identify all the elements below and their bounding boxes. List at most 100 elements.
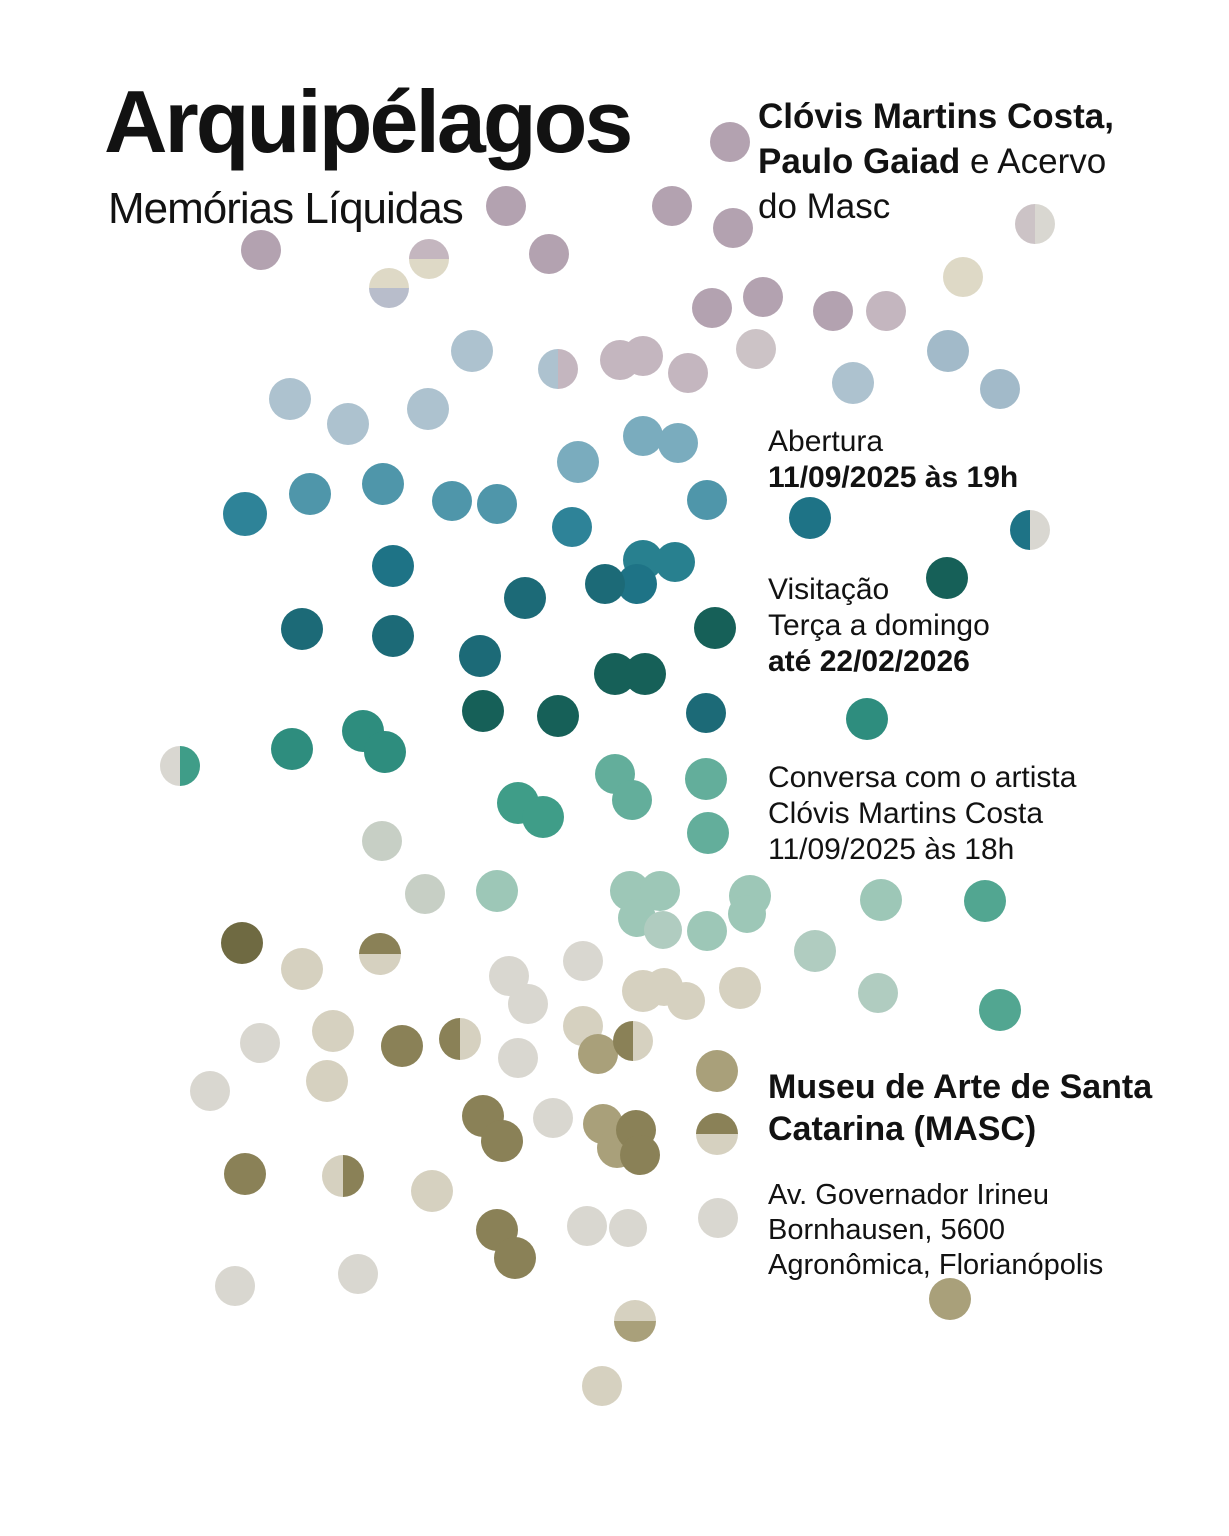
- dot: [409, 239, 449, 259]
- dot: [719, 967, 761, 1009]
- opening-label: Abertura: [768, 425, 884, 458]
- dot: [692, 288, 732, 328]
- dot: [224, 1153, 266, 1195]
- page-subtitle: Memórias Líquidas: [108, 184, 464, 233]
- dot: [698, 1198, 738, 1238]
- dot: [529, 234, 569, 274]
- dot: [459, 635, 501, 677]
- dot: [633, 1021, 653, 1061]
- dot: [713, 208, 753, 248]
- dot: [563, 941, 603, 981]
- dot: [794, 930, 836, 972]
- dot: [362, 821, 402, 861]
- visitation-block: Visitação Terça a domingo até 22/02/2026: [768, 572, 990, 680]
- dot: [489, 956, 529, 996]
- artist-name-1: Clóvis Martins Costa,: [758, 97, 1114, 136]
- dot: [486, 186, 526, 226]
- dot: [926, 557, 968, 599]
- dot: [411, 1170, 453, 1212]
- dot: [477, 484, 517, 524]
- dot: [813, 291, 853, 331]
- dot: [215, 1266, 255, 1306]
- dot: [694, 607, 736, 649]
- dot: [409, 259, 449, 279]
- dot: [460, 1018, 481, 1060]
- dot: [369, 288, 409, 308]
- dot: [271, 728, 313, 770]
- dot: [160, 746, 180, 786]
- dot: [578, 1034, 618, 1074]
- address-line3: Agronômica, Florianópolis: [768, 1249, 1104, 1281]
- dot: [439, 1018, 460, 1060]
- dot: [617, 564, 657, 604]
- dot: [289, 473, 331, 515]
- visitation-days: Terça a domingo: [768, 609, 990, 642]
- dot: [552, 507, 592, 547]
- dot: [658, 423, 698, 463]
- venue-address: Av. Governador Irineu Bornhausen, 5600 A…: [768, 1178, 1103, 1283]
- dot: [687, 480, 727, 520]
- dot: [381, 1025, 423, 1067]
- dot: [979, 989, 1021, 1031]
- dot: [312, 1010, 354, 1052]
- dot: [306, 1060, 348, 1102]
- dot: [640, 871, 680, 911]
- dot: [585, 564, 625, 604]
- dot: [451, 330, 493, 372]
- dot: [582, 1366, 622, 1406]
- dot: [789, 497, 831, 539]
- dot: [364, 731, 406, 773]
- dot: [567, 1206, 607, 1246]
- dot: [687, 812, 729, 854]
- visitation-until: até 22/02/2026: [768, 645, 970, 678]
- dot: [858, 973, 898, 1013]
- talk-line1: Conversa com o artista: [768, 761, 1077, 794]
- dot: [476, 870, 518, 912]
- dot: [667, 982, 705, 1020]
- dot: [929, 1278, 971, 1320]
- dot: [180, 746, 200, 786]
- dot: [359, 954, 401, 975]
- talk-line3: 11/09/2025 às 18h: [768, 833, 1015, 866]
- dot: [927, 330, 969, 372]
- dot: [710, 122, 750, 162]
- dot: [558, 349, 578, 389]
- dot: [696, 1134, 738, 1155]
- dot: [494, 1237, 536, 1279]
- dot: [481, 1120, 523, 1162]
- dot: [614, 1321, 656, 1342]
- dot: [533, 1098, 573, 1138]
- dot: [498, 1038, 538, 1078]
- dot: [736, 329, 776, 369]
- dot: [696, 1113, 738, 1134]
- dot: [866, 291, 906, 331]
- dot: [614, 1300, 656, 1321]
- dot: [508, 984, 548, 1024]
- dot: [687, 911, 727, 951]
- page-title: Arquipélagos: [104, 72, 633, 171]
- dot: [281, 948, 323, 990]
- visitation-label: Visitação: [768, 573, 890, 606]
- dot: [594, 653, 636, 695]
- dot: [190, 1071, 230, 1111]
- dot: [432, 481, 472, 521]
- dot: [612, 780, 652, 820]
- dot: [240, 1023, 280, 1063]
- dot: [728, 895, 766, 933]
- dot: [269, 378, 311, 420]
- opening-block: Abertura 11/09/2025 às 19h: [768, 424, 1018, 496]
- opening-datetime: 11/09/2025 às 19h: [768, 461, 1019, 494]
- dot: [652, 186, 692, 226]
- dot: [462, 690, 504, 732]
- dot: [223, 492, 267, 536]
- artist-talk-block: Conversa com o artista Clóvis Martins Co…: [768, 760, 1076, 868]
- sponsor-footer: HELENA FRETTA GALERIA DE ARTE Prime Mold…: [0, 1385, 1229, 1495]
- dot: [980, 369, 1020, 409]
- dot: [624, 653, 666, 695]
- artist-name-2: Paulo Gaiad: [758, 142, 961, 181]
- address-line1: Av. Governador Irineu: [768, 1179, 1050, 1211]
- dot: [600, 340, 640, 380]
- dot: [1030, 510, 1050, 550]
